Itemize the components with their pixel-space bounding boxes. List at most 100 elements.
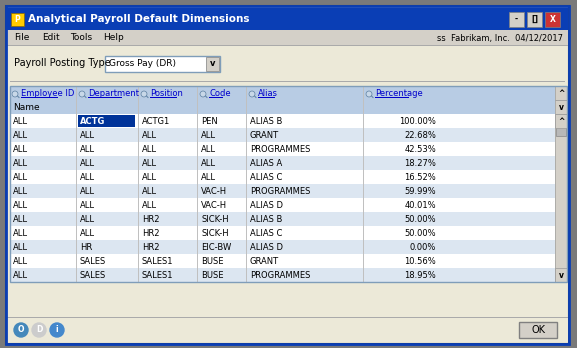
Text: ALL: ALL <box>13 118 28 127</box>
Bar <box>527 12 542 27</box>
Text: SALES1: SALES1 <box>142 258 174 267</box>
Text: ALL: ALL <box>80 174 95 182</box>
Text: SICK-H: SICK-H <box>201 229 228 238</box>
Bar <box>10 239 567 240</box>
Text: X: X <box>549 15 556 24</box>
Text: Name: Name <box>13 103 40 112</box>
Bar <box>555 100 567 114</box>
Text: ALIAS D: ALIAS D <box>250 244 283 253</box>
Text: ALL: ALL <box>80 132 95 141</box>
Text: BUSE: BUSE <box>201 258 223 267</box>
Text: v: v <box>559 270 564 279</box>
Text: Tools: Tools <box>70 33 92 42</box>
Bar <box>150 97 177 98</box>
Text: 50.00%: 50.00% <box>404 229 436 238</box>
Circle shape <box>12 91 18 97</box>
Text: ALL: ALL <box>13 258 28 267</box>
Text: i: i <box>56 325 58 334</box>
Bar <box>105 56 220 72</box>
Text: OK: OK <box>531 325 545 335</box>
Text: 100.00%: 100.00% <box>399 118 436 127</box>
Text: ALL: ALL <box>80 215 95 224</box>
Text: 18.27%: 18.27% <box>404 159 436 168</box>
Bar <box>555 268 567 282</box>
Bar <box>206 57 219 71</box>
Bar <box>555 86 567 100</box>
Text: O: O <box>18 325 24 334</box>
Bar <box>10 240 555 254</box>
Bar <box>10 169 567 170</box>
Text: ALL: ALL <box>142 145 157 155</box>
Text: P: P <box>14 15 20 24</box>
Bar <box>21 97 58 98</box>
Text: ALL: ALL <box>142 188 157 197</box>
Bar <box>10 198 555 212</box>
Text: HR2: HR2 <box>142 244 159 253</box>
Bar <box>10 170 555 184</box>
Text: 59.99%: 59.99% <box>404 188 436 197</box>
Text: Position: Position <box>150 89 183 98</box>
Text: ALIAS D: ALIAS D <box>250 201 283 211</box>
Text: Payroll Posting Type: Payroll Posting Type <box>14 58 111 68</box>
Text: ALL: ALL <box>201 159 216 168</box>
Text: Edit: Edit <box>42 33 59 42</box>
Text: Alias: Alias <box>258 89 278 98</box>
Circle shape <box>141 91 147 97</box>
Text: Percentage: Percentage <box>375 89 423 98</box>
Bar <box>7 8 568 30</box>
Bar <box>519 322 557 338</box>
Text: ^: ^ <box>558 88 564 97</box>
Bar <box>509 12 524 27</box>
Text: 10.56%: 10.56% <box>404 258 436 267</box>
Text: HR2: HR2 <box>142 215 159 224</box>
Text: PROGRAMMES: PROGRAMMES <box>250 188 310 197</box>
Bar <box>10 156 555 170</box>
Bar <box>209 97 223 98</box>
Bar <box>10 184 555 198</box>
Text: D: D <box>36 325 42 334</box>
Text: ss  Fabrikam, Inc.  04/12/2017: ss Fabrikam, Inc. 04/12/2017 <box>437 33 563 42</box>
Text: SALES: SALES <box>80 258 106 267</box>
Bar <box>10 81 565 82</box>
Text: SALES1: SALES1 <box>142 271 174 280</box>
Text: PEN: PEN <box>201 118 218 127</box>
Text: ALL: ALL <box>13 159 28 168</box>
Text: ALL: ALL <box>13 229 28 238</box>
Text: ALL: ALL <box>142 174 157 182</box>
Bar <box>375 97 409 98</box>
Text: BUSE: BUSE <box>201 271 223 280</box>
Text: Analytical Payroll Default Dimensions: Analytical Payroll Default Dimensions <box>28 14 249 24</box>
Text: ALIAS C: ALIAS C <box>250 174 282 182</box>
Text: ALL: ALL <box>201 174 216 182</box>
Bar <box>7 318 568 342</box>
Bar <box>10 253 567 254</box>
Text: 42.53%: 42.53% <box>404 145 436 155</box>
Bar <box>10 86 567 282</box>
Text: ALL: ALL <box>80 145 95 155</box>
Circle shape <box>249 91 255 97</box>
Bar <box>10 268 555 282</box>
Bar <box>10 254 555 268</box>
Text: ALL: ALL <box>13 244 28 253</box>
Text: 0.00%: 0.00% <box>410 244 436 253</box>
Circle shape <box>366 91 372 97</box>
Text: PROGRAMMES: PROGRAMMES <box>250 145 310 155</box>
Text: ALIAS B: ALIAS B <box>250 215 282 224</box>
Text: SICK-H: SICK-H <box>201 215 228 224</box>
Text: ALL: ALL <box>142 159 157 168</box>
Text: HR: HR <box>80 244 92 253</box>
Text: ALL: ALL <box>13 188 28 197</box>
Text: Employee ID: Employee ID <box>21 89 74 98</box>
Circle shape <box>50 323 64 337</box>
Bar <box>10 128 555 142</box>
Text: 18.95%: 18.95% <box>404 271 436 280</box>
Bar <box>10 212 555 226</box>
Circle shape <box>200 91 206 97</box>
Text: ALL: ALL <box>13 145 28 155</box>
Text: HR2: HR2 <box>142 229 159 238</box>
Text: ALIAS B: ALIAS B <box>250 118 282 127</box>
Text: ALL: ALL <box>80 201 95 211</box>
Bar <box>10 127 567 128</box>
Text: GRANT: GRANT <box>250 258 279 267</box>
Text: ALL: ALL <box>142 132 157 141</box>
